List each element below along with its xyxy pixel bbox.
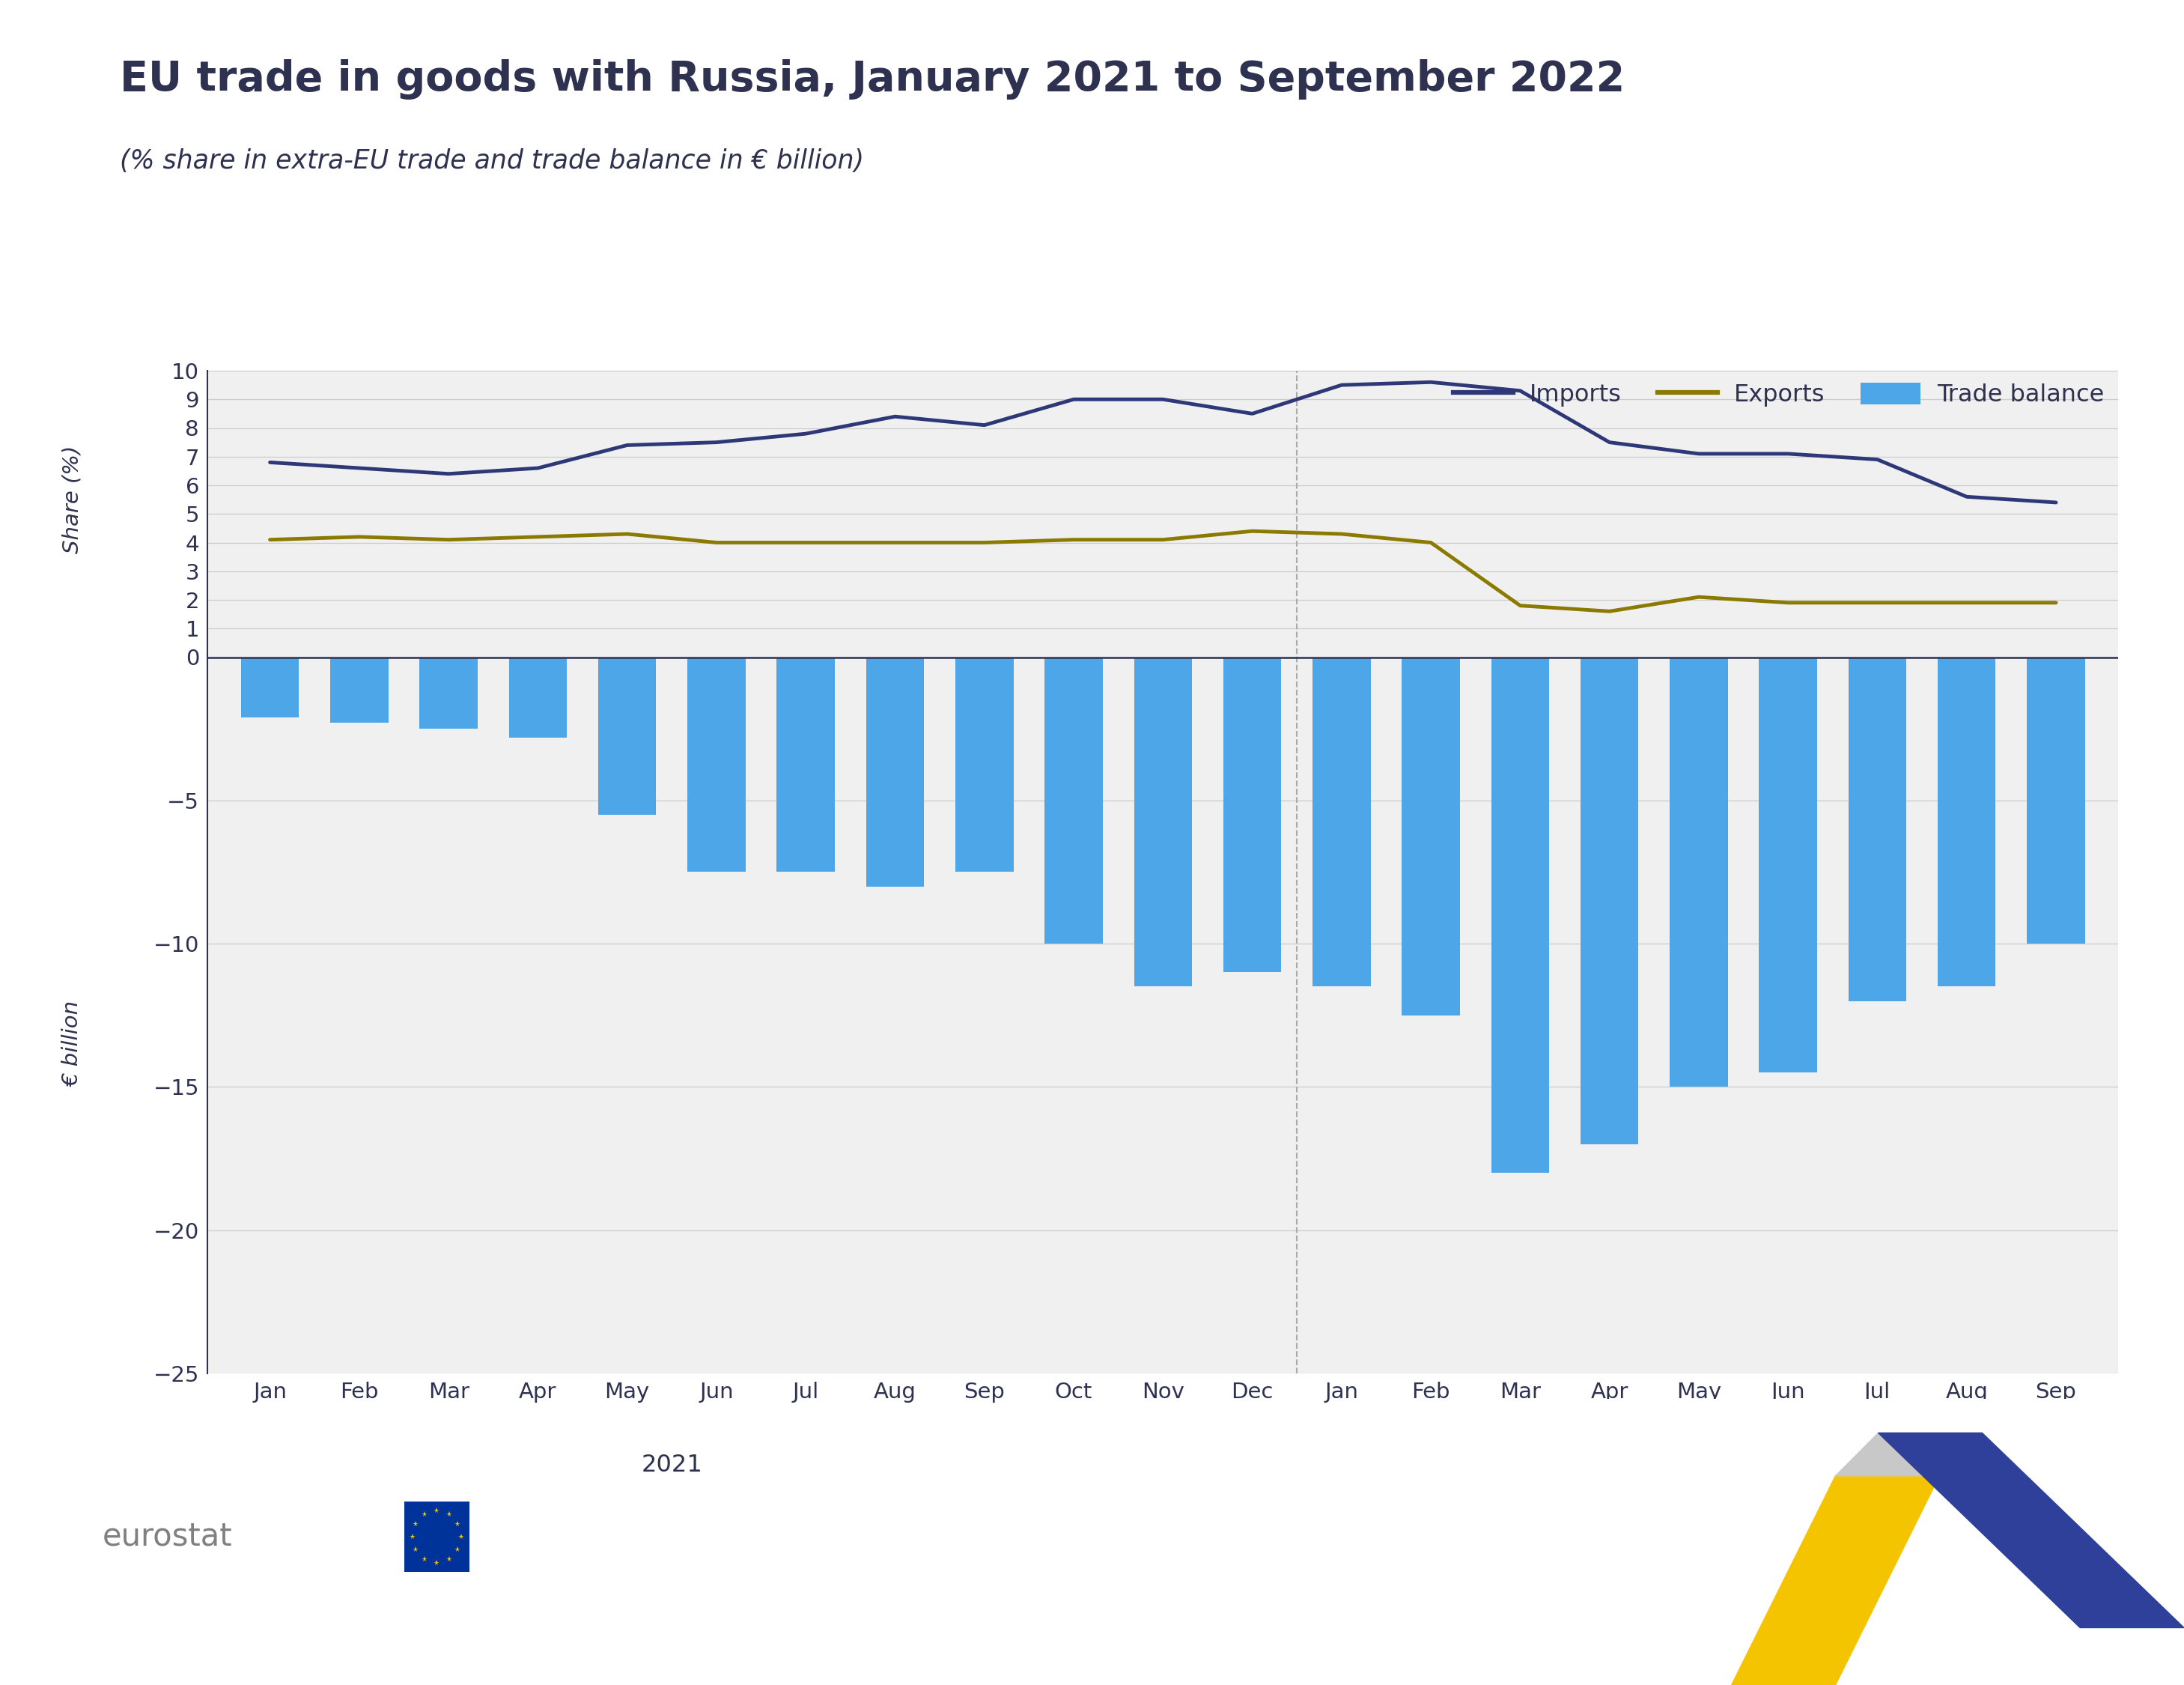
Bar — [867, 657, 924, 886]
Bar — [1223, 657, 1282, 972]
Bar — [688, 657, 745, 873]
Text: (% share in extra-EU trade and trade balance in € billion): (% share in extra-EU trade and trade bal… — [120, 148, 865, 174]
Text: € billion: € billion — [61, 1001, 83, 1087]
Bar — [330, 657, 389, 723]
Bar — [1581, 657, 1638, 1144]
Bar — [1313, 657, 1372, 986]
Bar — [1402, 657, 1459, 1014]
Bar — [1044, 657, 1103, 944]
Text: eurostat: eurostat — [103, 1522, 234, 1552]
Bar — [1133, 657, 1192, 986]
Bar — [1671, 657, 1728, 1087]
Bar — [598, 657, 655, 814]
Bar — [954, 657, 1013, 873]
Bar — [1937, 657, 1996, 986]
Text: 2021: 2021 — [642, 1454, 703, 1476]
Bar — [778, 657, 834, 873]
Legend: Imports, Exports, Trade balance: Imports, Exports, Trade balance — [1452, 382, 2105, 406]
Text: 2022: 2022 — [1712, 1454, 1773, 1476]
Bar — [509, 657, 568, 738]
Bar — [1848, 657, 1907, 1001]
Bar — [1758, 657, 1817, 1073]
Text: EU trade in goods with Russia, January 2021 to September 2022: EU trade in goods with Russia, January 2… — [120, 59, 1625, 99]
Polygon shape — [1878, 1432, 2184, 1628]
Bar — [1492, 657, 1548, 1173]
Bar — [2027, 657, 2086, 944]
Polygon shape — [1732, 1476, 1939, 1685]
Bar — [240, 657, 299, 718]
Bar — [419, 657, 478, 728]
Polygon shape — [1835, 1432, 1983, 1476]
Text: Share (%): Share (%) — [61, 445, 83, 554]
